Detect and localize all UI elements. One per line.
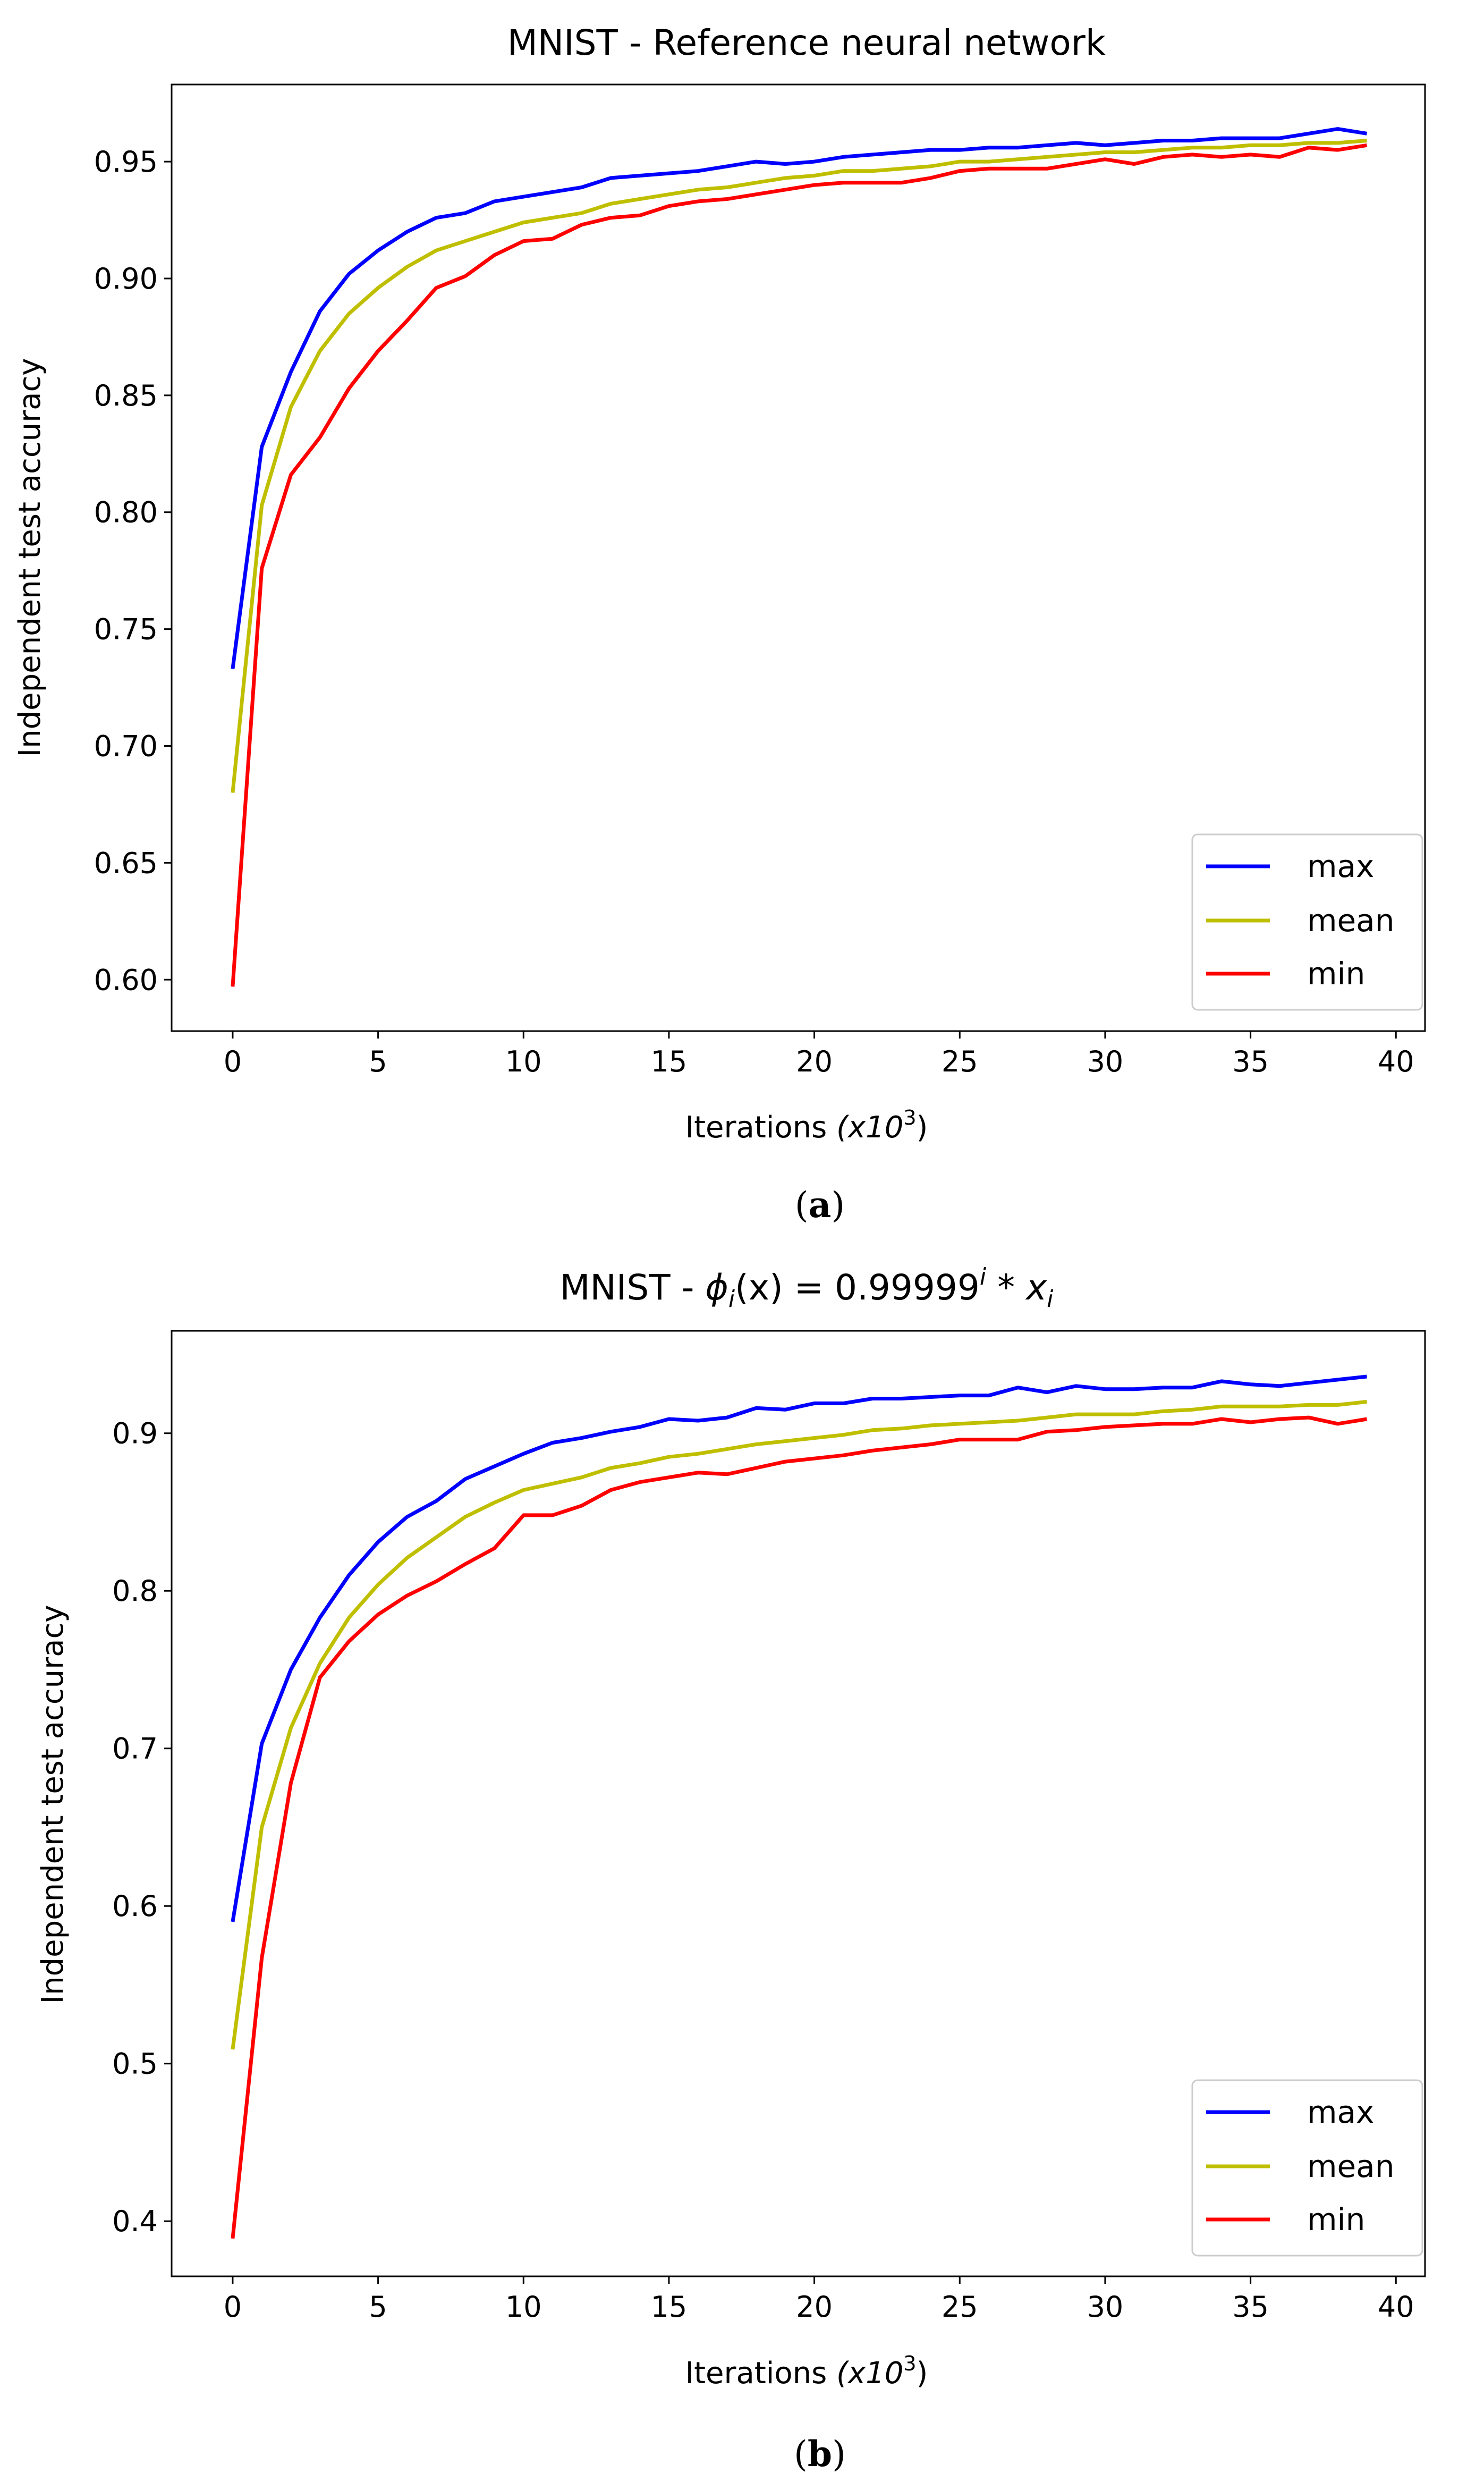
- panel-b-title-sub-i2: i: [1047, 1286, 1054, 1313]
- panel-b-x-axis-close: ): [917, 2356, 928, 2391]
- panel-a-x-tick-label: 5: [369, 1045, 387, 1078]
- panel-b-series-max: [231, 1374, 1367, 1922]
- panel-b-legend-label-max: max: [1307, 2094, 1374, 2130]
- panel-a-x-axis-close: ): [917, 1110, 928, 1145]
- panel-b-x-tick-label: 20: [796, 2290, 833, 2324]
- panel-b-x-tick-label: 35: [1232, 2290, 1269, 2324]
- panel-a-x-axis-exp: 3: [903, 1106, 916, 1129]
- panel-a-caption: (a): [795, 1184, 845, 1226]
- panel-b-plot-frame: [171, 1330, 1426, 2277]
- panel-a-x-tick-label: 15: [651, 1045, 688, 1078]
- panel-a-x-axis-label-text: Iterations: [685, 1110, 827, 1145]
- panel-b-y-tick-label: 0.5: [112, 2047, 158, 2081]
- panel-a-x-tick-label: 35: [1232, 1045, 1269, 1078]
- panel-b-title-prefix: MNIST -: [560, 1267, 706, 1308]
- panel-a-legend: max mean min: [1191, 833, 1423, 1011]
- panel-a-x-tick-label: 20: [796, 1045, 833, 1078]
- panel-b-series-lines: [231, 1374, 1368, 2239]
- panel-a-x-ticks: 0 5 10 15 20 25 30 35 40: [224, 1031, 1414, 1078]
- panel-b-x-axis-label-text: Iterations: [685, 2356, 827, 2391]
- panel-b-y-tick-label: 0.9: [112, 1417, 158, 1450]
- panel-a-series-min: [231, 143, 1368, 987]
- panel-b-legend-label-min: min: [1307, 2201, 1365, 2238]
- panel-b-title-sub-i: i: [728, 1286, 735, 1313]
- panel-b-chart: MNIST - ϕi(x) = 0.99999i * xi 0.40.50.60…: [36, 1263, 1426, 2475]
- panel-b-legend: max mean min: [1191, 2079, 1423, 2257]
- panel-b-legend-box: [1191, 2079, 1423, 2257]
- panel-b-title-expr: (x) = 0.99999: [735, 1267, 980, 1308]
- panel-a-x-tick-label: 30: [1087, 1045, 1124, 1078]
- panel-b-series-mean: [231, 1399, 1367, 2050]
- panel-a-y-tick-label: 0.95: [94, 145, 158, 179]
- panel-b-x-tick-label: 25: [942, 2290, 978, 2324]
- panel-a-y-tick-label: 0.60: [94, 963, 158, 997]
- panel-a-y-tick-label: 0.90: [94, 262, 158, 296]
- panel-a-y-axis-label: Independent test accuracy: [13, 358, 47, 757]
- panel-b-title: MNIST - ϕi(x) = 0.99999i * xi: [560, 1263, 1054, 1313]
- panel-a-plot-frame: [171, 83, 1426, 1032]
- panel-a-x-tick-label: 25: [942, 1045, 978, 1078]
- panel-a-x-tick-label: 40: [1378, 1045, 1414, 1078]
- panel-a-caption-letter: a: [809, 1184, 832, 1226]
- panel-b-x-axis-unit: (x10: [836, 2356, 903, 2391]
- panel-b-y-tick-label: 0.4: [112, 2205, 158, 2238]
- panel-a-y-tick-label: 0.65: [94, 846, 158, 880]
- panel-b-legend-label-mean: mean: [1307, 2148, 1394, 2184]
- panel-b-caption-close: ): [832, 2434, 846, 2475]
- panel-a-legend-label-mean: mean: [1307, 902, 1394, 939]
- panel-a-caption-close: ): [831, 1185, 845, 1226]
- panel-a-caption-open: (: [795, 1185, 809, 1226]
- panel-a-x-axis-label: Iterations (x103): [685, 1106, 928, 1145]
- panel-b-y-tick-label: 0.7: [112, 1732, 158, 1766]
- panel-b-x-tick-label: 15: [651, 2290, 688, 2324]
- panel-a-y-ticks: 0.60 0.65 0.70 0.75 0.80 0.85 0.90 0.95: [94, 145, 172, 997]
- panel-b-y-tick-label: 0.6: [112, 1889, 158, 1923]
- panel-a-title: MNIST - Reference neural network: [507, 22, 1106, 63]
- panel-a-series-max: [231, 127, 1368, 669]
- panel-a-y-tick-label: 0.70: [94, 730, 158, 763]
- panel-a-legend-label-max: max: [1307, 848, 1374, 884]
- panel-b-y-ticks: 0.4 0.5 0.6 0.7 0.8 0.9: [112, 1417, 172, 2238]
- panel-a-x-axis-unit: (x10: [836, 1110, 903, 1145]
- panel-a-chart: MNIST - Reference neural network 0.600.6…: [13, 22, 1426, 1226]
- panel-b-series-min: [231, 1415, 1368, 2239]
- panel-a-series-mean: [231, 139, 1367, 793]
- panel-b-x-axis-label: Iterations (x103): [685, 2352, 928, 2391]
- panel-b-title-star-x: * x: [986, 1267, 1047, 1308]
- panel-a-legend-label-min: min: [1307, 956, 1365, 992]
- panel-a-y-tick-label: 0.75: [94, 613, 158, 646]
- panel-b-title-sup-i: i: [980, 1263, 987, 1290]
- panel-b-caption-letter: b: [808, 2433, 832, 2475]
- panel-a-x-tick-label: 0: [224, 1045, 242, 1078]
- panel-b-x-axis-exp: 3: [903, 2352, 916, 2375]
- panel-b-x-tick-label: 40: [1378, 2290, 1414, 2324]
- panel-a-x-tick-label: 10: [505, 1045, 542, 1078]
- panel-a-y-tick-label: 0.85: [94, 379, 158, 412]
- panel-b-caption: (b): [794, 2433, 846, 2475]
- panel-b-x-tick-label: 0: [224, 2290, 242, 2324]
- panel-a-series-lines: [231, 127, 1368, 987]
- panel-a-y-tick-label: 0.80: [94, 496, 158, 529]
- panel-a-legend-box: [1191, 833, 1423, 1011]
- panel-b-y-tick-label: 0.8: [112, 1574, 158, 1608]
- panel-b-caption-open: (: [794, 2434, 808, 2475]
- panel-b-title-phi: ϕ: [705, 1267, 728, 1308]
- panel-b-x-tick-label: 10: [505, 2290, 542, 2324]
- panel-b-x-ticks: 0 5 10 15 20 25 30 35 40: [224, 2276, 1414, 2324]
- panel-b-y-axis-label: Independent test accuracy: [36, 1605, 70, 2004]
- panel-b-x-tick-label: 30: [1087, 2290, 1124, 2324]
- panel-b-x-tick-label: 5: [369, 2290, 387, 2324]
